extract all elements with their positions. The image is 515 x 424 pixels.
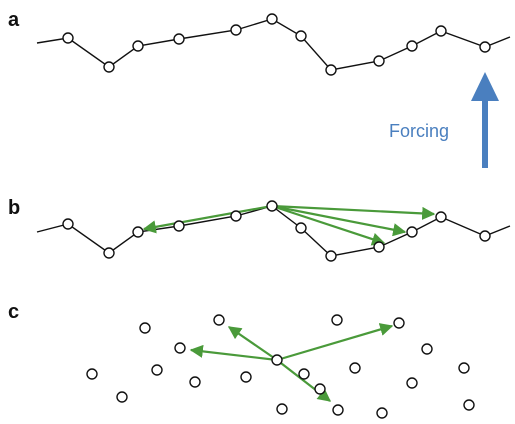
panel-c-node (332, 404, 344, 416)
panel-b-node (173, 220, 185, 232)
panel-c-node (271, 354, 283, 366)
panel-c-link-arrow (276, 323, 394, 362)
panel-a-node (230, 24, 242, 36)
forcing-arrow-head (471, 72, 499, 101)
panel-c-node (116, 391, 128, 403)
forcing-label: Forcing (389, 121, 449, 141)
panel-b-node (406, 226, 418, 238)
panel-c-node (349, 362, 361, 374)
panel-a-node (479, 41, 491, 53)
panel-c-link-arrow (227, 326, 278, 361)
panel-b-node (479, 230, 491, 242)
panel-c-node (240, 371, 252, 383)
panel-c-node (314, 383, 326, 395)
forcing-arrow (471, 72, 499, 168)
panel-b-node (62, 218, 74, 230)
panel-a-node (295, 30, 307, 42)
panel-b-node (266, 200, 278, 212)
panel-a-node (132, 40, 144, 52)
panel-b-node (295, 222, 307, 234)
panel-c-node (421, 343, 433, 355)
panel-label-b: b (8, 197, 20, 219)
panel-b-node (373, 241, 385, 253)
panel-a-node (103, 61, 115, 73)
panel-c-node (463, 399, 475, 411)
panel-b-node (103, 247, 115, 259)
panel-a-node (435, 25, 447, 37)
panel-c-node (298, 368, 310, 380)
panel-a-node (406, 40, 418, 52)
panel-a-node (266, 13, 278, 25)
panel-c-link-arrow (189, 344, 278, 362)
panel-label-a: a (8, 9, 20, 31)
panel-c-node (86, 368, 98, 380)
panel-a-node (173, 33, 185, 45)
panel-a-node (62, 32, 74, 44)
panel-b-remote-link-arrow (271, 204, 436, 221)
panel-a-node (325, 64, 337, 76)
panel-c-node (276, 403, 288, 415)
panel-b-remote-link-arrow (271, 204, 386, 246)
panel-c-node (393, 317, 405, 329)
panel-b-remote-link-arrow (142, 204, 273, 234)
panel-b-node (325, 250, 337, 262)
panel-c-node (458, 362, 470, 374)
panel-c-scatter (86, 314, 475, 419)
panel-label-c: c (8, 301, 19, 323)
panel-b-node (230, 210, 242, 222)
panel-c-node (406, 377, 418, 389)
panel-c-node (151, 364, 163, 376)
panel-c-node (174, 342, 186, 354)
panel-b-node (132, 226, 144, 238)
panel-c-node (139, 322, 151, 334)
panel-b-remote-link-arrow (271, 204, 407, 237)
panel-b-node (435, 211, 447, 223)
panel-c-node (189, 376, 201, 388)
panel-a-node (373, 55, 385, 67)
panel-c-link-arrow (276, 359, 332, 402)
panel-b-chain (36, 200, 511, 262)
panel-a-chain (36, 13, 511, 76)
panel-c-node (213, 314, 225, 326)
panel-c-node (376, 407, 388, 419)
panel-c-node (331, 314, 343, 326)
